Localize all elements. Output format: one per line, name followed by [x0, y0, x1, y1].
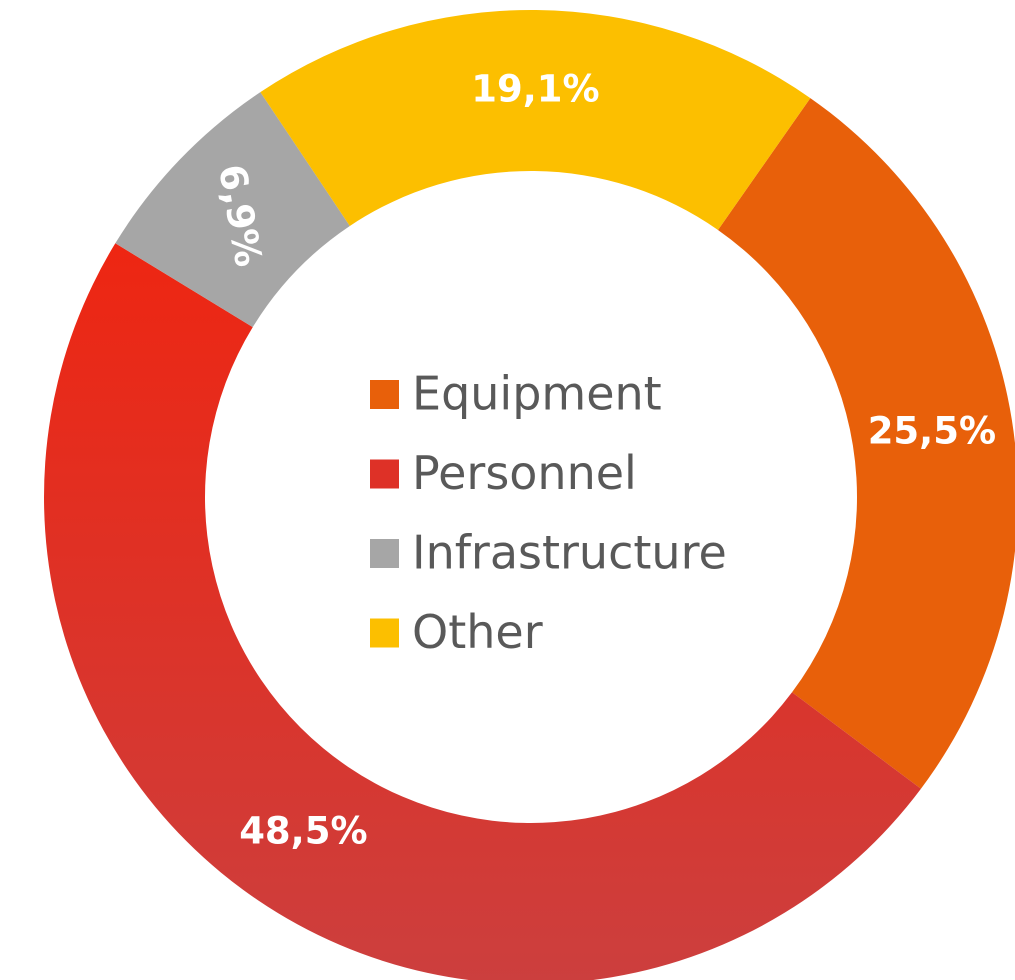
legend-label: Personnel: [412, 446, 637, 500]
legend-label: Infrastructure: [412, 526, 727, 580]
legend-label: Other: [412, 605, 543, 659]
donut-slice: [260, 10, 811, 230]
donut-slice: [44, 243, 921, 980]
legend-swatch: [370, 539, 399, 568]
legend-label: Equipment: [412, 367, 662, 421]
slice-label: 48,5%: [239, 810, 367, 853]
legend-swatch: [370, 459, 399, 489]
legend-swatch: [370, 380, 399, 409]
slice-label: 25,5%: [868, 409, 996, 452]
donut-slice: [717, 98, 1015, 789]
donut-slice: [115, 92, 350, 328]
slice-label: 19,1%: [471, 68, 599, 111]
legend-swatch: [370, 618, 399, 648]
